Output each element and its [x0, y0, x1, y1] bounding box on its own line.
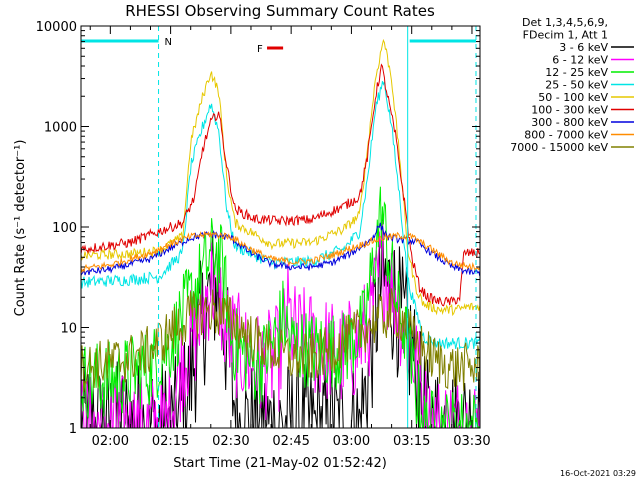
flag-label-N: N [165, 37, 172, 48]
series-line-8 [81, 288, 480, 392]
legend-label-2: 12 - 25 keV [545, 66, 608, 79]
x-tick-label-1: 02:15 [152, 434, 189, 449]
legend-label-6: 300 - 800 keV [531, 116, 608, 129]
series-line-2 [81, 186, 480, 428]
series-line-4 [81, 38, 480, 317]
legend-label-0: 3 - 6 keV [559, 41, 608, 54]
x-tick-label-6: 03:30 [453, 434, 490, 449]
legend: Det 1,3,4,5,6,9,FDecim 1, Att 13 - 6 keV… [510, 16, 634, 154]
plot-area: NF [81, 26, 480, 428]
legend-label-1: 6 - 12 keV [552, 54, 608, 67]
legend-label-4: 50 - 100 keV [538, 91, 608, 104]
timestamp: 16-Oct-2021 03:29 [560, 469, 636, 478]
series-line-7 [81, 230, 480, 274]
axes: 1 10 100 1000 10000 02:00 02:15 02:30 02:45 03:00… [36, 20, 491, 449]
y-tick-label-0: 1 [69, 422, 77, 437]
x-tick-label-4: 03:00 [333, 434, 370, 449]
legend-label-8: 7000 - 15000 keV [510, 141, 608, 154]
chart-title: RHESSI Observing Summary Count Rates [125, 2, 435, 20]
y-tick-label-4: 10000 [36, 20, 77, 35]
x-tick-label-5: 03:15 [393, 434, 430, 449]
y-tick-label-1: 10 [60, 322, 77, 337]
legend-header-1: FDecim 1, Att 1 [523, 29, 608, 42]
x-tick-label-2: 02:30 [212, 434, 249, 449]
legend-label-5: 100 - 300 keV [531, 104, 608, 117]
legend-label-3: 25 - 50 keV [545, 79, 608, 92]
x-axis-label: Start Time (21-May-02 01:52:42) [173, 456, 387, 471]
legend-label-7: 800 - 7000 keV [524, 129, 608, 142]
y-tick-label-2: 100 [52, 221, 77, 236]
series-group [81, 38, 480, 428]
flag-label-F: F [257, 44, 263, 55]
x-tick-label-0: 02:00 [92, 434, 129, 449]
series-line-6 [81, 222, 480, 277]
y-axis-label: Count Rate (s⁻¹ detector⁻¹) [13, 140, 28, 317]
x-tick-label-3: 02:45 [272, 434, 309, 449]
series-line-5 [81, 63, 480, 307]
y-tick-label-3: 1000 [44, 121, 77, 136]
legend-header-0: Det 1,3,4,5,6,9, [522, 16, 608, 29]
